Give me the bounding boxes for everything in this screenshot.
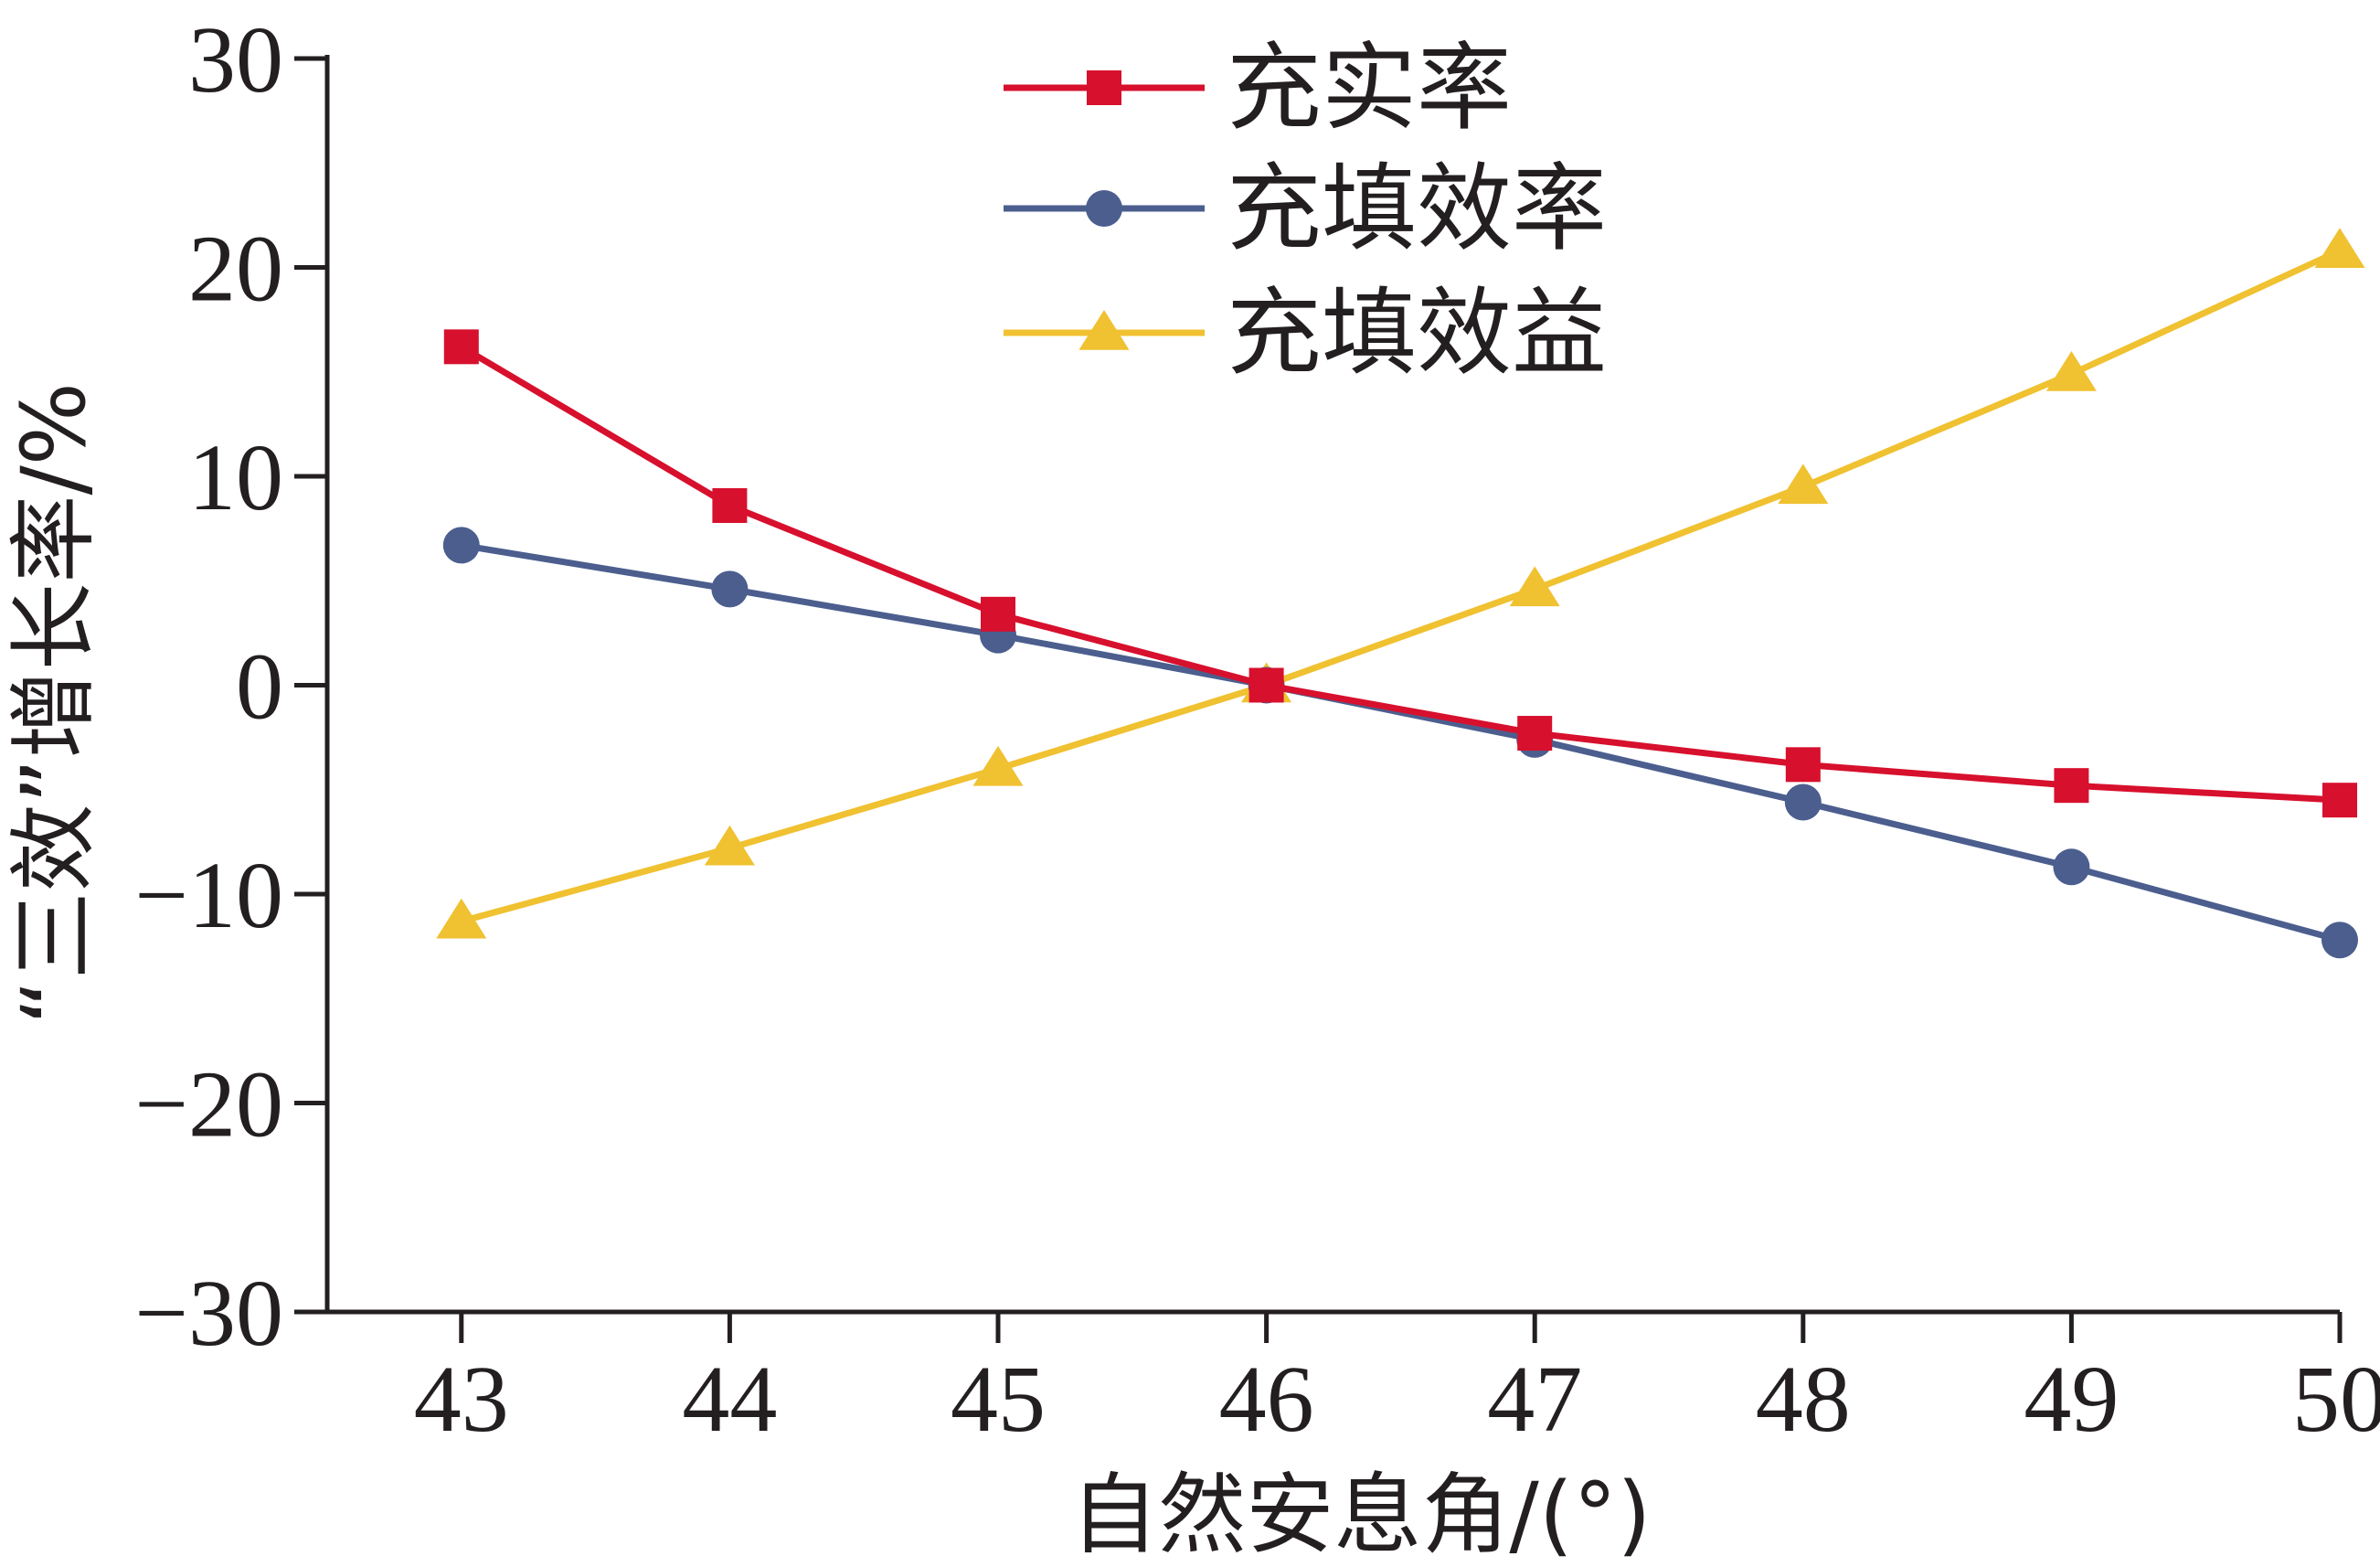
data-point: [981, 596, 1015, 632]
x-tick-label: 43: [414, 1347, 509, 1452]
data-point: [1785, 747, 1821, 783]
legend-item: 充实率: [1004, 32, 1512, 144]
legend-item: 充填效益: [1004, 277, 1607, 389]
y-axis-title: “三效”增长率/%: [3, 382, 105, 1025]
x-tick-label: 45: [951, 1347, 1046, 1452]
x-tick-label: 46: [1219, 1347, 1314, 1452]
data-point: [2045, 351, 2097, 391]
y-tick-label: −10: [134, 843, 283, 948]
legend-marker: [1078, 310, 1130, 350]
data-point: [436, 898, 487, 939]
data-point: [704, 825, 755, 866]
data-point: [711, 570, 749, 608]
data-point: [1784, 784, 1822, 821]
chart-series: [436, 228, 2365, 959]
series-line: [461, 541, 2341, 943]
data-point: [972, 745, 1024, 786]
x-tick-label: 50: [2292, 1347, 2380, 1452]
y-tick-label: 10: [188, 425, 283, 530]
legend-label: 充填效益: [1227, 277, 1607, 389]
data-point: [1517, 716, 1553, 752]
y-tick-label: 0: [236, 634, 283, 740]
series-line: [460, 344, 2341, 804]
legend-item: 充填效率: [1004, 153, 1607, 264]
series-line: [460, 248, 2342, 925]
x-tick-label: 49: [2024, 1347, 2119, 1452]
legend-marker: [1087, 70, 1121, 105]
data-point: [1248, 667, 1284, 703]
x-tick-label: 48: [1756, 1347, 1851, 1452]
legend-label: 充填效率: [1227, 153, 1607, 264]
series-2: [442, 527, 2358, 959]
x-axis-title: 自然安息角/(°): [1070, 1464, 1651, 1566]
data-point: [2322, 783, 2357, 818]
y-tick-label: −20: [134, 1052, 283, 1157]
legend-label: 充实率: [1227, 32, 1512, 144]
data-point: [443, 329, 479, 365]
data-point: [2322, 922, 2358, 959]
data-point: [2053, 848, 2090, 886]
chart-axes: 30 20 10 0 −10 −20 −30 43 44 45 46 47 48 49 50: [134, 7, 2380, 1452]
data-point: [712, 487, 748, 523]
series-1: [443, 329, 2357, 818]
data-point: [2054, 768, 2089, 804]
data-point: [442, 527, 480, 564]
series-3: [436, 228, 2365, 939]
data-point: [1509, 566, 1560, 607]
y-tick-label: 20: [188, 217, 283, 322]
data-point: [1778, 464, 1829, 505]
legend-marker: [1086, 190, 1122, 227]
y-tick-label: −30: [134, 1261, 283, 1366]
data-point: [2314, 228, 2365, 268]
x-tick-label: 47: [1487, 1347, 1582, 1452]
x-tick-label: 44: [682, 1347, 777, 1452]
y-tick-label: 30: [188, 7, 283, 112]
